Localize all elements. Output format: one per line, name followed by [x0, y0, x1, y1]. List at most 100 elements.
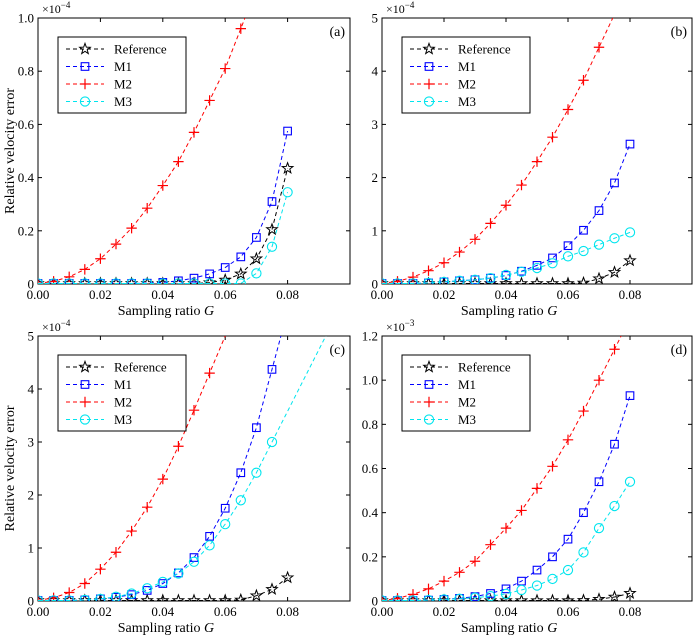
legend-item-m1: M1	[66, 377, 132, 392]
data-point-shape	[173, 278, 184, 284]
data-point	[157, 576, 168, 588]
legend-marker	[424, 62, 434, 71]
data-point-shape	[514, 593, 529, 601]
legend-marker	[78, 359, 92, 373]
data-point	[249, 251, 264, 265]
panel-label: (b)	[671, 25, 688, 40]
data-point	[562, 434, 574, 445]
data-point-shape	[547, 461, 558, 472]
data-point-shape	[454, 593, 465, 601]
data-point	[173, 278, 184, 284]
data-point-shape	[283, 126, 292, 136]
data-point	[624, 227, 636, 238]
data-point-shape	[220, 278, 231, 284]
y-tick-label: 5	[28, 329, 35, 344]
data-point-shape	[454, 275, 465, 284]
x-axis-label: Sampling ratio G	[461, 621, 557, 636]
x-tick-label: 0.04	[495, 604, 518, 619]
data-point	[95, 278, 106, 284]
data-point-shape	[234, 592, 248, 601]
data-point-shape	[79, 594, 90, 601]
y-exponent-base: ×10	[42, 320, 61, 334]
data-point-shape	[579, 225, 588, 235]
data-point-shape	[220, 263, 230, 272]
series-line	[38, 168, 289, 284]
data-point	[205, 269, 214, 279]
data-point-shape	[79, 578, 90, 589]
data-point-shape	[265, 582, 279, 596]
data-point-shape	[204, 540, 215, 551]
data-point-shape	[220, 519, 231, 530]
x-axis-label: Sampling ratio G	[461, 304, 557, 319]
y-tick-label: 2	[28, 488, 35, 503]
data-point-shape	[593, 239, 605, 250]
y-exponent-base: ×10	[386, 2, 405, 16]
legend-item-m3: M3	[66, 412, 132, 427]
legend-label: M1	[114, 377, 132, 392]
y-exponent-label: ×10−3	[386, 318, 415, 334]
data-point-shape	[576, 593, 591, 601]
data-point	[189, 273, 199, 283]
series-line	[38, 336, 282, 601]
data-point	[407, 271, 419, 283]
data-point	[454, 246, 465, 258]
data-point-shape	[407, 278, 419, 284]
data-point	[454, 567, 465, 578]
x-tick-label: 0.08	[619, 287, 642, 302]
data-point	[188, 278, 200, 284]
legend-label: M3	[114, 94, 132, 109]
data-point-shape	[140, 593, 154, 601]
y-exponent-base: ×10	[386, 320, 405, 334]
data-point-shape	[624, 476, 636, 487]
data-point-shape	[126, 588, 137, 599]
data-point-shape	[579, 508, 588, 518]
data-point	[158, 579, 168, 588]
data-point-shape	[126, 278, 137, 284]
data-point-shape	[142, 583, 153, 594]
data-point-shape	[561, 276, 575, 284]
data-point-shape	[205, 531, 214, 541]
y-tick-label: 0.8	[362, 417, 378, 432]
data-point-shape	[236, 252, 246, 262]
data-point	[579, 225, 588, 235]
y-tick-label: 2	[372, 170, 379, 185]
data-point-shape	[157, 180, 168, 191]
data-point-shape	[252, 233, 261, 242]
data-point-shape	[499, 593, 513, 601]
data-point-shape	[576, 275, 591, 284]
data-point-shape	[500, 269, 512, 281]
data-point-shape	[218, 593, 232, 601]
data-point	[469, 592, 481, 601]
data-point	[500, 588, 512, 600]
legend-item-m1: M1	[410, 59, 476, 74]
data-point-shape	[127, 279, 136, 284]
y-exponent-label: ×10−4	[42, 318, 71, 334]
series-line	[382, 231, 631, 284]
y-exponent-power: −4	[405, 0, 415, 10]
x-tick-label: 0.08	[276, 604, 299, 619]
legend-marker	[423, 78, 435, 90]
data-point-shape	[438, 257, 450, 268]
data-point-shape	[625, 139, 635, 149]
data-point	[454, 593, 465, 601]
y-tick-label: 4	[372, 64, 379, 79]
data-point	[142, 278, 153, 284]
data-point-shape	[516, 584, 527, 596]
data-point-shape	[48, 278, 59, 284]
y-tick-label: 3	[28, 435, 35, 450]
data-point	[205, 531, 214, 541]
data-point-shape	[142, 202, 153, 214]
y-tick-label: 1	[28, 541, 35, 556]
legend-marker-shape	[423, 96, 435, 107]
data-point	[547, 573, 558, 585]
data-point	[266, 436, 278, 448]
legend-marker-shape	[424, 62, 434, 71]
series-m3	[38, 336, 327, 601]
data-point	[142, 202, 153, 214]
data-point-shape	[578, 245, 589, 257]
x-tick-label: 0.00	[27, 604, 50, 619]
x-axis-label-text: Sampling ratio	[461, 621, 547, 636]
legend-marker	[423, 414, 435, 425]
data-point	[578, 547, 589, 558]
data-point-shape	[382, 595, 388, 601]
